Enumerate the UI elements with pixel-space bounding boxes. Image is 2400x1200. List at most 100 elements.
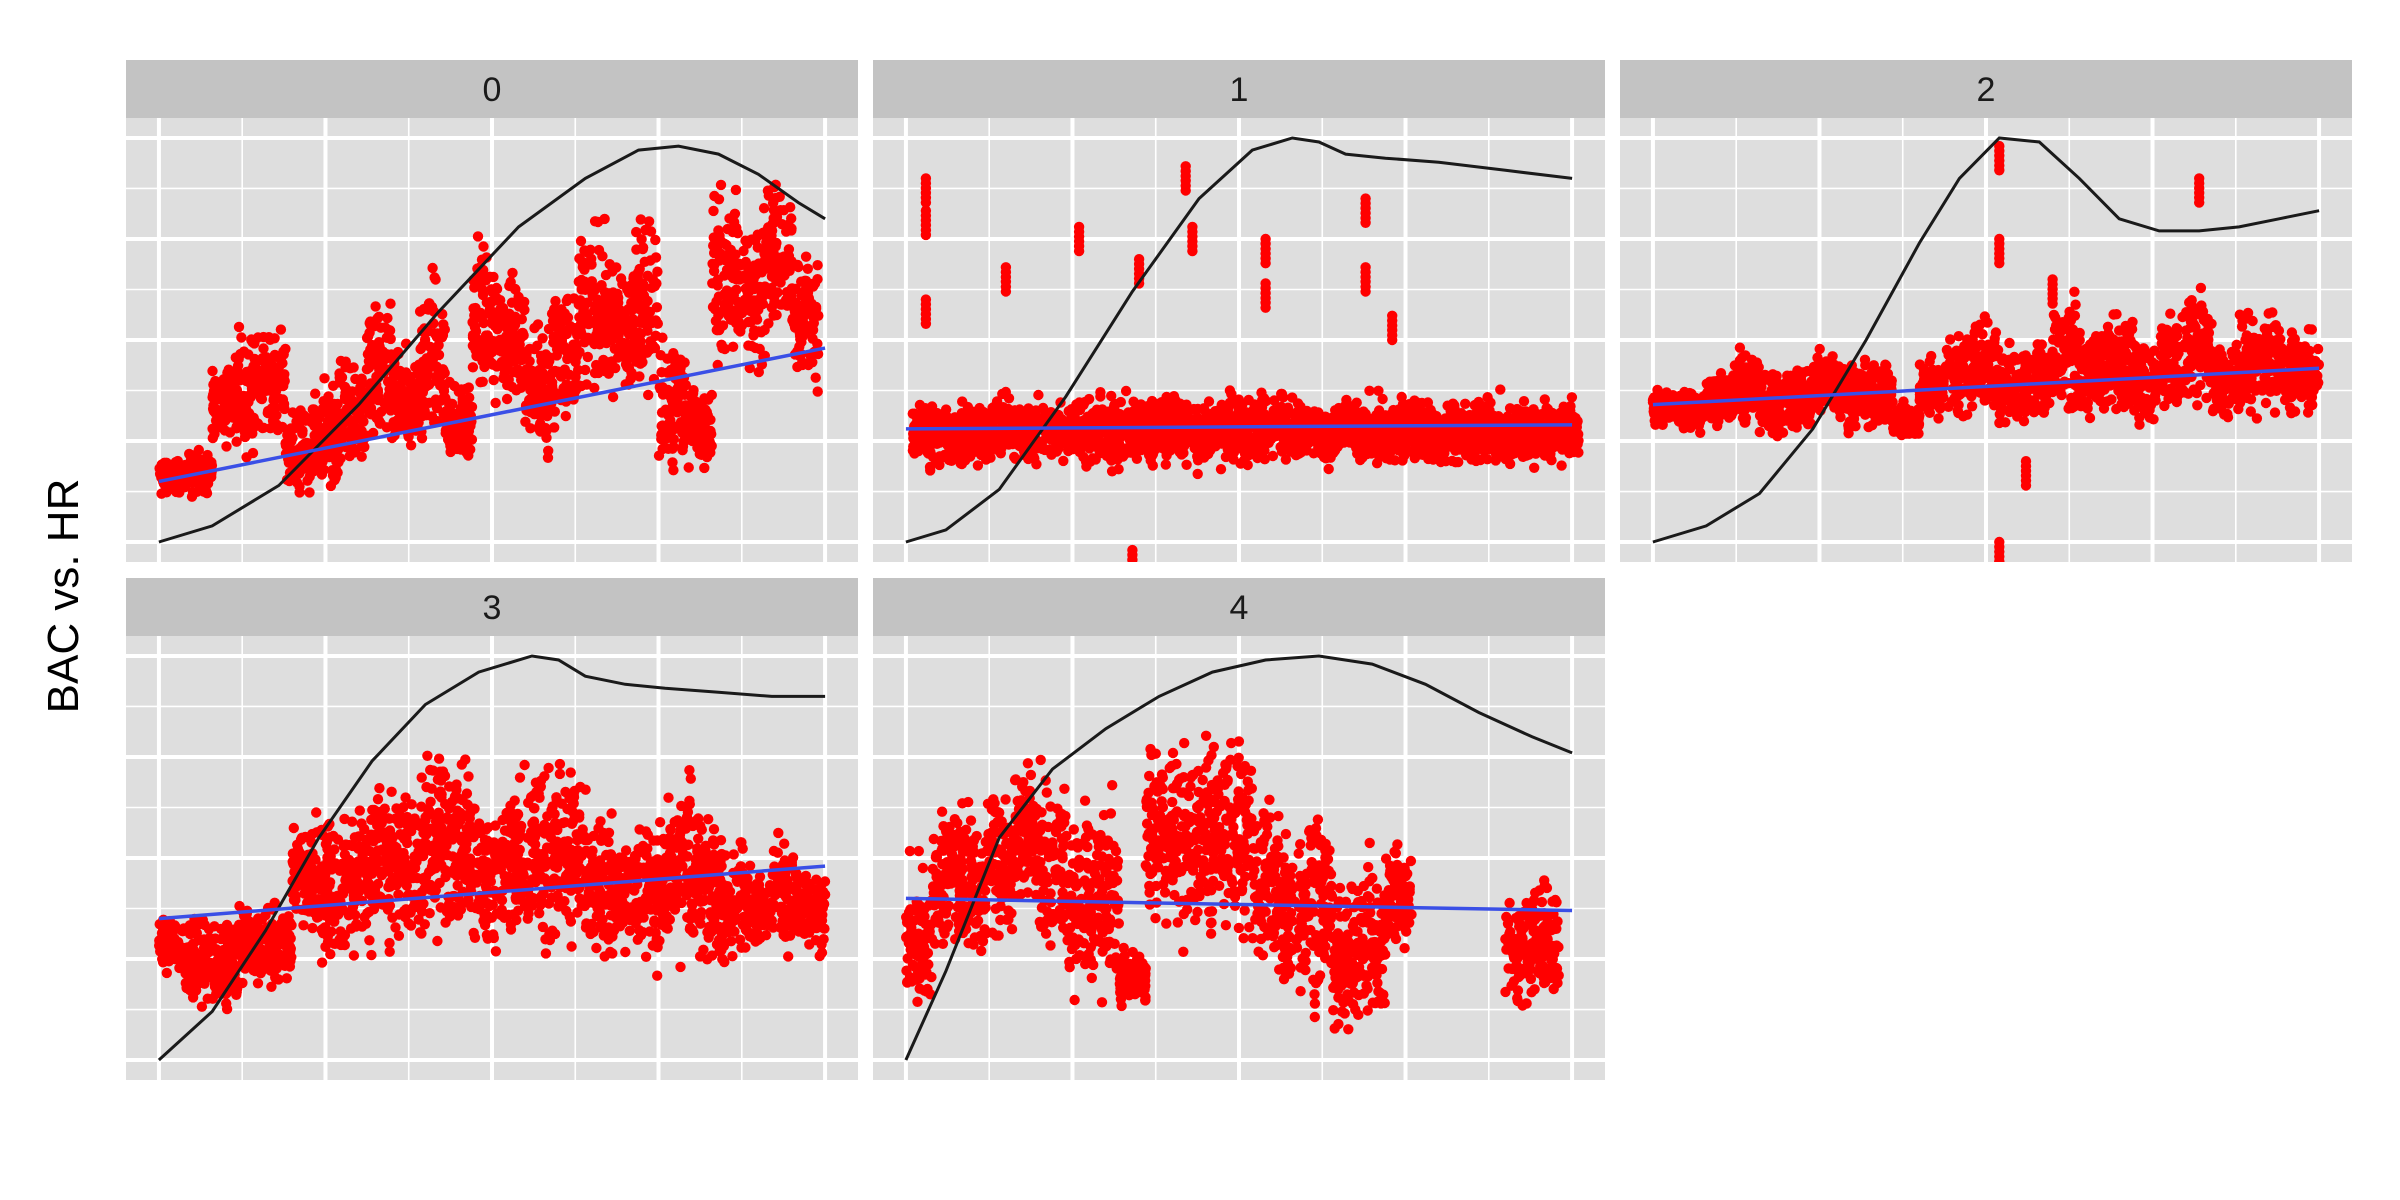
scatter-point xyxy=(316,469,328,480)
facet-strip-label: 1 xyxy=(1230,71,1249,109)
scatter-point xyxy=(1105,445,1116,456)
scatter-point xyxy=(370,301,381,312)
scatter-point xyxy=(552,322,563,333)
scatter-point xyxy=(649,342,661,354)
scatter-point xyxy=(414,306,426,317)
scatter-point xyxy=(699,462,710,474)
scatter-point xyxy=(277,358,288,369)
scatter-point xyxy=(1033,389,1044,401)
scatter-point xyxy=(1258,393,1270,404)
scatter-point xyxy=(1348,412,1359,423)
scatter-point xyxy=(1131,439,1143,450)
scatter-point xyxy=(485,335,497,346)
scatter-point xyxy=(426,348,438,360)
scatter-point xyxy=(1696,412,1707,423)
scatter-point xyxy=(934,459,945,471)
scatter-point xyxy=(665,353,677,364)
scatter-point xyxy=(560,327,571,339)
scatter-point xyxy=(1147,460,1159,471)
scatter-point xyxy=(611,262,622,273)
scatter-point xyxy=(1260,302,1271,313)
scatter-point xyxy=(494,344,505,356)
scatter-point xyxy=(397,393,408,404)
scatter-point xyxy=(1239,448,1251,459)
scatter-point xyxy=(230,373,241,384)
scatter-point xyxy=(491,282,502,294)
scatter-point xyxy=(1203,396,1215,407)
scatter-point xyxy=(1373,385,1384,396)
scatter-point xyxy=(810,372,821,383)
scatter-point xyxy=(651,302,663,313)
scatter-point xyxy=(570,356,581,368)
scatter-point xyxy=(608,287,619,298)
scatter-point xyxy=(587,287,598,299)
density-curve xyxy=(905,136,1573,544)
scatter-point xyxy=(186,491,198,502)
facet-0: 0 xyxy=(126,60,858,562)
scatter-point xyxy=(1259,454,1271,465)
facet-strip xyxy=(1620,60,2352,118)
scatter-point xyxy=(549,422,560,433)
scatter-point xyxy=(478,241,489,252)
scatter-point xyxy=(652,318,663,329)
scatter-point xyxy=(473,272,485,283)
scatter-point xyxy=(972,460,984,471)
scatter-point xyxy=(918,431,929,442)
scatter-point xyxy=(1473,396,1484,408)
scatter-point xyxy=(709,190,720,202)
scatter-point xyxy=(1080,456,1092,467)
scatter-point xyxy=(574,253,585,264)
scatter-point xyxy=(909,448,920,459)
scatter-point xyxy=(258,343,269,354)
scatter-point xyxy=(975,417,986,429)
scatter-point xyxy=(1687,407,1699,418)
scatter-point xyxy=(304,487,315,498)
scatter-point xyxy=(1380,443,1392,455)
scatter-point xyxy=(709,304,721,315)
scatter-point xyxy=(1127,569,1137,579)
scatter-point xyxy=(643,216,655,227)
scatter-point xyxy=(1498,427,1509,438)
scatter-point xyxy=(629,334,641,345)
facet-strip xyxy=(126,60,858,118)
scatter-point xyxy=(1485,397,1496,408)
scatter-point xyxy=(290,408,301,419)
scatter-point xyxy=(1360,286,1371,297)
scatter-point xyxy=(1573,429,1584,440)
scatter-point xyxy=(1434,439,1445,451)
scatter-point xyxy=(513,291,524,303)
scatter-point xyxy=(1260,258,1271,269)
scatter-point xyxy=(249,415,260,426)
scatter-point xyxy=(350,444,362,455)
scatter-point xyxy=(1051,429,1063,440)
scatter-point xyxy=(1371,436,1382,448)
scatter-point xyxy=(1267,450,1279,462)
scatter-point xyxy=(283,424,294,435)
scatter-point xyxy=(370,354,382,365)
scatter-point xyxy=(427,262,438,274)
panel-marks xyxy=(1647,136,2324,562)
scatter-point xyxy=(710,315,722,327)
scatter-point xyxy=(405,440,417,451)
scatter-point xyxy=(1695,427,1706,438)
scatter-point xyxy=(1426,434,1437,445)
scatter-point xyxy=(454,430,465,441)
scatter-point xyxy=(1552,413,1563,424)
scatter-point xyxy=(632,267,644,278)
scatter-point xyxy=(280,438,291,449)
scatter-point xyxy=(181,478,192,489)
scatter-point xyxy=(163,479,175,490)
scatter-point xyxy=(219,425,231,436)
scatter-point xyxy=(1417,429,1428,440)
scatter-point xyxy=(797,329,808,340)
scatter-point xyxy=(642,270,653,281)
scatter-point xyxy=(1649,405,1661,416)
scatter-point xyxy=(345,425,356,437)
scatter-point xyxy=(1165,433,1177,444)
scatter-point xyxy=(609,317,620,328)
scatter-point xyxy=(1379,412,1390,423)
scatter-point xyxy=(1572,439,1583,450)
scatter-point xyxy=(1401,447,1413,458)
scatter-point xyxy=(414,360,425,371)
scatter-point xyxy=(1478,437,1490,449)
